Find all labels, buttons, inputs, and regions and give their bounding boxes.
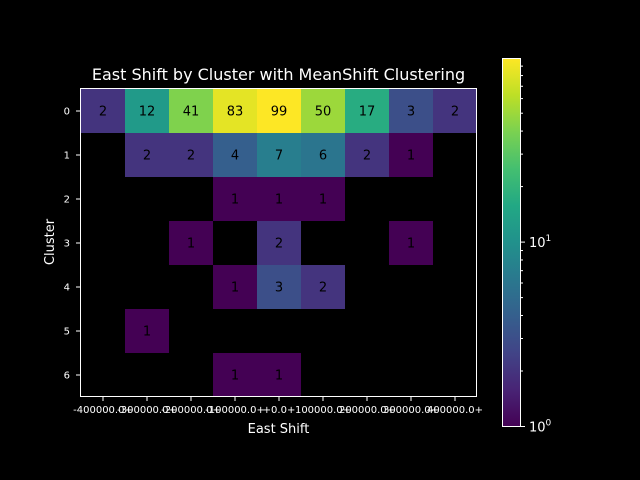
y-tick-label: 0 — [64, 107, 70, 118]
cell-value-label: 1 — [407, 149, 415, 164]
cell-value-label: 2 — [275, 237, 283, 252]
heatmap-cell — [81, 89, 125, 133]
chart-title: East Shift by Cluster with MeanShift Clu… — [92, 65, 465, 84]
x-tick-label: 300000.0+ — [383, 405, 439, 416]
heatmap-cell — [213, 353, 257, 397]
heatmap-cell — [257, 265, 301, 309]
cell-value-label: 3 — [275, 281, 283, 296]
heatmap-cell — [257, 177, 301, 221]
heatmap-cell — [301, 177, 345, 221]
y-axis-ticks: 0 1 2 3 4 5 6 — [64, 107, 80, 382]
cell-value-label: 7 — [275, 149, 283, 164]
cell-value-label: 17 — [359, 105, 376, 120]
y-tick-label: 3 — [64, 239, 70, 250]
heatmap-cell — [301, 265, 345, 309]
heatmap-cell — [257, 353, 301, 397]
y-axis-label: Cluster — [43, 218, 58, 265]
heatmap-cell — [125, 89, 169, 133]
cell-value-label: 1 — [319, 193, 327, 208]
cell-value-label: 1 — [275, 369, 283, 384]
x-axis-ticks: -400000.0+-300000.0+-200000.0+-100000.0+… — [73, 397, 483, 416]
cell-value-label: 1 — [187, 237, 195, 252]
cell-value-label: 41 — [183, 105, 200, 120]
heatmap-cell — [257, 221, 301, 265]
cell-value-label: 83 — [227, 105, 244, 120]
heatmap-cell — [213, 133, 257, 177]
cell-value-label: 1 — [407, 237, 415, 252]
heatmap-cells — [81, 89, 477, 397]
x-tick-label: -300000.0+ — [117, 405, 177, 416]
cell-value-label: 2 — [99, 105, 107, 120]
heatmap-cell — [125, 133, 169, 177]
y-tick-label: 5 — [64, 327, 70, 338]
heatmap-cell — [213, 177, 257, 221]
y-tick-label: 4 — [64, 283, 70, 294]
x-tick-label: 200000.0+ — [339, 405, 395, 416]
cell-value-label: 99 — [271, 105, 288, 120]
x-axis-label: East Shift — [248, 422, 310, 437]
heatmap-cell — [389, 89, 433, 133]
x-tick-label: 100000.0+ — [295, 405, 351, 416]
cell-labels: 2 12 41 83 99 50 17 3 22 2 4 7 6 2 11 1 11 2 11 3 211 1 — [99, 105, 459, 384]
x-tick-label: +0.0+ — [263, 405, 296, 416]
colorbar — [502, 58, 521, 427]
cell-value-label: 1 — [231, 369, 239, 384]
x-tick-label: -200000.0+ — [161, 405, 221, 416]
x-tick-label: 400000.0+ — [427, 405, 483, 416]
heatmap-cell — [257, 89, 301, 133]
heatmap-cell — [389, 221, 433, 265]
cell-value-label: 2 — [187, 149, 195, 164]
y-tick-label: 1 — [64, 151, 70, 162]
heatmap-cell — [301, 89, 345, 133]
cell-value-label: 4 — [231, 149, 239, 164]
heatmap-cell — [169, 221, 213, 265]
heatmap-cell — [213, 265, 257, 309]
heatmap-cell — [433, 89, 477, 133]
heatmap-cell — [345, 133, 389, 177]
cell-value-label: 12 — [139, 105, 156, 120]
colorbar-ticks: 100 101 — [521, 65, 552, 436]
cell-value-label: 2 — [363, 149, 371, 164]
x-tick-label: -100000.0+ — [205, 405, 265, 416]
cell-value-label: 1 — [231, 193, 239, 208]
heatmap-cell — [389, 133, 433, 177]
y-tick-label: 2 — [64, 195, 70, 206]
cell-value-label: 2 — [451, 105, 459, 120]
colorbar-tick-label: 100 — [529, 419, 552, 436]
x-tick-label: -400000.0+ — [73, 405, 133, 416]
heatmap-cell — [213, 89, 257, 133]
cell-value-label: 2 — [319, 281, 327, 296]
heatmap-cell — [301, 133, 345, 177]
cell-value-label: 1 — [275, 193, 283, 208]
heatmap-cell — [257, 133, 301, 177]
heatmap-cell — [169, 133, 213, 177]
cell-value-label: 1 — [231, 281, 239, 296]
cell-value-label: 6 — [319, 149, 327, 164]
cell-value-label: 1 — [143, 325, 151, 340]
cell-value-label: 50 — [315, 105, 332, 120]
cell-value-label: 3 — [407, 105, 415, 120]
heatmap-cell — [169, 89, 213, 133]
cell-value-label: 2 — [143, 149, 151, 164]
y-tick-label: 6 — [64, 371, 70, 382]
heatmap-cell — [125, 309, 169, 353]
colorbar-tick-label: 101 — [529, 234, 551, 251]
heatmap-cell — [345, 89, 389, 133]
plot-frame — [80, 88, 477, 397]
